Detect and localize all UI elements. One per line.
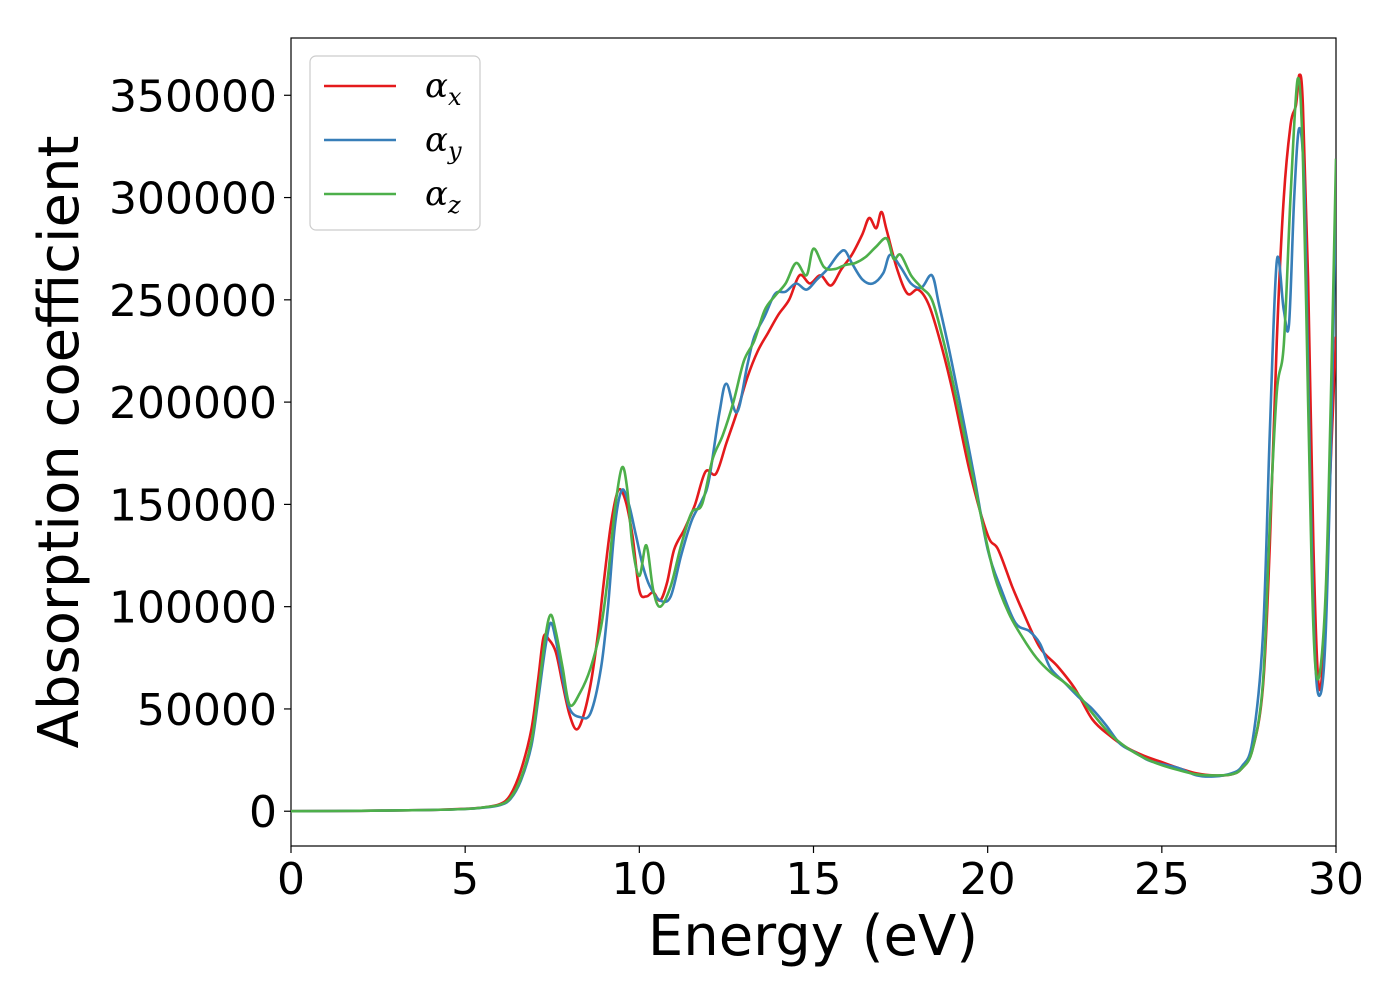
legend-label-x: αx xyxy=(425,66,462,111)
y-axis-title: Absorption coefficient xyxy=(27,136,92,749)
legend-label-sub: z xyxy=(447,191,461,219)
legend-label-base: α xyxy=(425,66,448,106)
y-tick-label: 250000 xyxy=(109,276,277,327)
x-tick-label: 25 xyxy=(1134,854,1190,905)
x-tick-label: 30 xyxy=(1308,854,1364,905)
y-tick-label: 0 xyxy=(249,787,277,838)
y-tick-label: 100000 xyxy=(109,583,277,634)
x-tick-label: 10 xyxy=(611,854,667,905)
legend-label-z: αz xyxy=(425,174,461,219)
y-axis-ticks: 0 50000 100000 150000 200000 250000 300000 3500… xyxy=(109,71,291,838)
series-line-y xyxy=(291,126,1336,813)
x-tick-label: 0 xyxy=(277,854,305,905)
series-line-z xyxy=(291,76,1336,813)
legend-label-sub: x xyxy=(448,83,462,111)
y-tick-label: 50000 xyxy=(137,685,277,736)
x-axis-title: Energy (eV) xyxy=(648,904,978,969)
x-tick-label: 20 xyxy=(960,854,1016,905)
legend-label-base: α xyxy=(425,120,448,160)
y-tick-label: 150000 xyxy=(109,480,277,531)
x-axis-ticks: 0 5 10 15 20 25 30 xyxy=(277,846,1364,905)
y-tick-label: 200000 xyxy=(109,378,277,429)
legend-label-sub: y xyxy=(447,137,462,165)
x-tick-label: 5 xyxy=(451,854,479,905)
y-tick-label: 350000 xyxy=(109,71,277,122)
legend-label-y: αy xyxy=(425,120,462,165)
x-tick-label: 15 xyxy=(786,854,842,905)
legend-label-base: α xyxy=(425,174,448,214)
y-tick-label: 300000 xyxy=(109,174,277,225)
series-lines xyxy=(291,73,1336,813)
legend-box xyxy=(309,55,481,231)
